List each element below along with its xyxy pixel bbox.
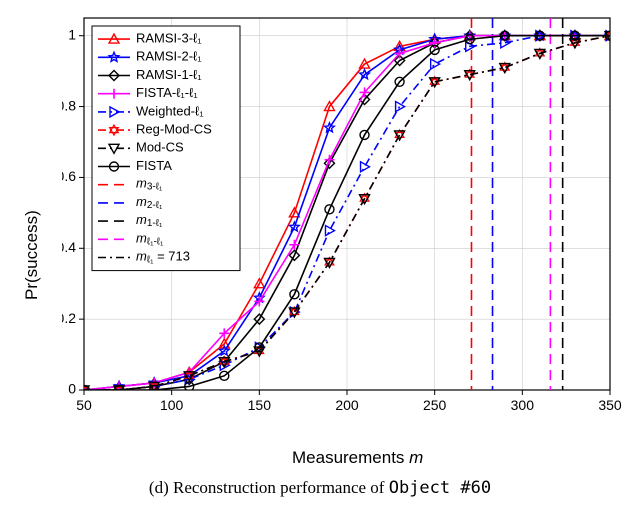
legend: RAMSI-3-ℓ₁ RAMSI-2-ℓ₁ RAMSI-1-ℓ₁ FISTA-ℓ₁-ℓ… xyxy=(92,26,240,271)
svg-text:350: 350 xyxy=(598,397,622,413)
chart-plot: 50 100 150 200 250 300 350 0 0.2 0.4 0.6 0.8 1 RAMSI-… xyxy=(62,10,622,442)
legend-label-0: RAMSI-3-ℓ₁ xyxy=(136,31,202,46)
svg-text:1: 1 xyxy=(68,26,76,42)
svg-text:300: 300 xyxy=(511,397,535,413)
svg-text:0: 0 xyxy=(68,381,76,397)
svg-text:50: 50 xyxy=(76,397,92,413)
figure-caption: (d) Reconstruction performance of Object… xyxy=(0,478,640,498)
legend-label-5: Reg-Mod-CS xyxy=(136,122,212,137)
svg-text:250: 250 xyxy=(423,397,447,413)
svg-text:0.6: 0.6 xyxy=(62,168,76,184)
x-axis-label: Measurements m xyxy=(292,448,423,468)
legend-label-2: RAMSI-1-ℓ₁ xyxy=(136,67,202,82)
caption-code: Object #60 xyxy=(389,478,491,498)
legend-label-3: FISTA-ℓ₁-ℓ₁ xyxy=(136,85,198,100)
svg-text:0.2: 0.2 xyxy=(62,310,76,326)
x-axis-label-text: Measurements m xyxy=(292,448,423,467)
y-axis-label: Pr(success) xyxy=(22,210,42,300)
figure-container: Pr(success) 50 100 150 200 250 300 350 0 0.2 0.4 0… xyxy=(0,0,640,506)
legend-label-7: FISTA xyxy=(136,158,172,173)
legend-label-12: mℓ₁ = 713 xyxy=(136,249,190,266)
svg-text:0.8: 0.8 xyxy=(62,97,76,113)
svg-text:150: 150 xyxy=(248,397,272,413)
svg-text:100: 100 xyxy=(160,397,184,413)
caption-prefix: (d) Reconstruction performance of xyxy=(149,478,389,497)
legend-label-6: Mod-CS xyxy=(136,140,184,155)
svg-text:0.4: 0.4 xyxy=(62,239,76,255)
legend-label-1: RAMSI-2-ℓ₁ xyxy=(136,49,202,64)
y-axis-label-text: Pr(success) xyxy=(22,210,41,300)
svg-text:200: 200 xyxy=(335,397,359,413)
legend-label-4: Weighted-ℓ₁ xyxy=(136,103,204,118)
